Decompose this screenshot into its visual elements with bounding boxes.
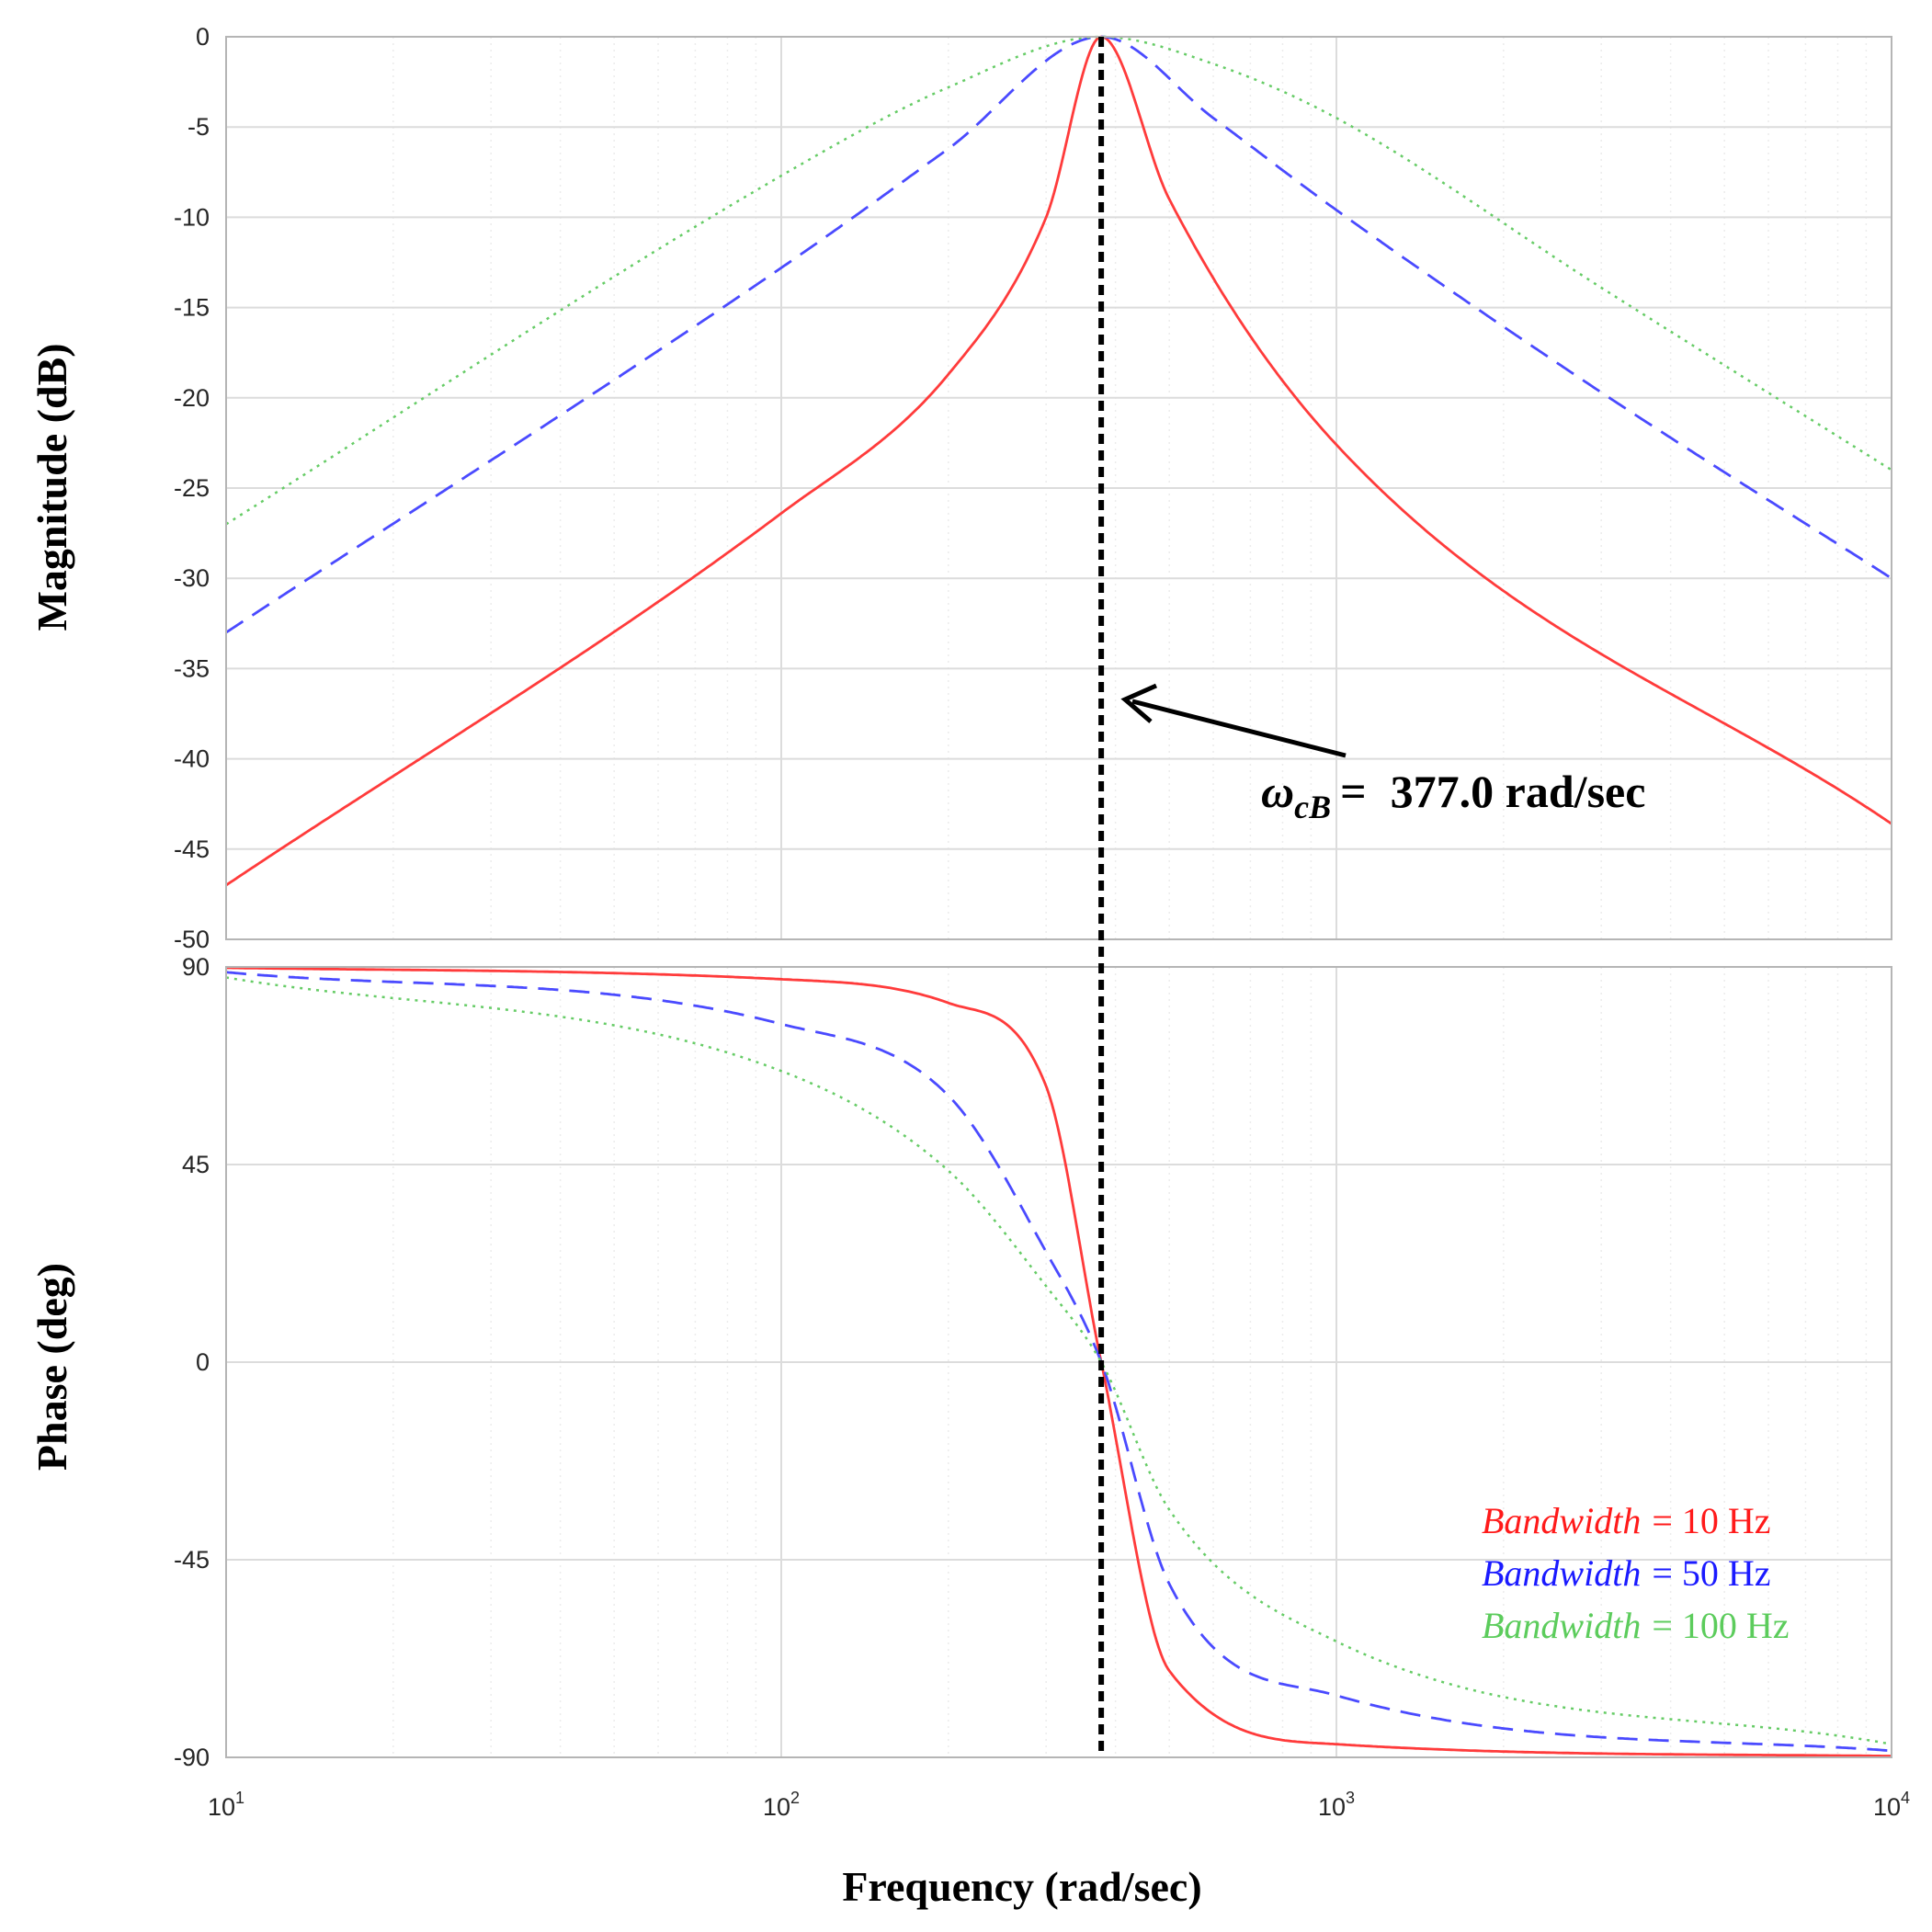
x-axis-label: Frequency (rad/sec) [842,1863,1201,1910]
legend-entry-10hz: Bandwidth = 10 Hz [1482,1500,1771,1541]
annotation-value: 377.0 rad/sec [1391,766,1646,817]
legend-value: = 10 Hz [1652,1500,1770,1541]
x-tick-label: 104 [1873,1789,1910,1821]
phase-y-tick-label: 45 [182,1151,210,1178]
legend-value: = 50 Hz [1652,1552,1770,1594]
phase-panel: 90 45 0 -45 -90 Phase (deg) [28,953,1892,1771]
omega-symbol: ω [1261,766,1294,817]
magnitude-y-tick-label: -30 [174,564,210,592]
magnitude-y-tick-label: -20 [174,384,210,412]
phase-y-tick-label: 0 [196,1348,210,1376]
phase-y-tick-label: 90 [182,953,210,981]
x-tick-base: 10 [208,1793,235,1821]
phase-series-100hz-line [225,976,1892,1745]
magnitude-curves [225,35,1892,887]
magnitude-y-tick-label: -40 [174,745,210,773]
x-tick-label: 103 [1318,1789,1355,1821]
phase-y-tick-label: -90 [174,1744,210,1771]
magnitude-panel: 0 -5 -10 -15 -20 -25 -30 -35 -40 -45 -50 Magnitude… [28,23,1892,953]
legend-entry-50hz: Bandwidth = 50 Hz [1482,1552,1771,1594]
phase-series-50hz-line [225,971,1892,1753]
omega-subscript: cB [1294,789,1331,825]
magnitude-axes-box [225,36,1892,940]
x-tick-label: 101 [208,1789,244,1821]
legend-value: = 100 Hz [1652,1605,1789,1646]
x-tick-exponent: 1 [235,1789,244,1807]
annotation-arrow [1120,683,1347,758]
magnitude-y-tick-label: -5 [188,113,210,141]
magnitude-series-50hz-line [225,35,1892,634]
x-tick-exponent: 4 [1901,1789,1910,1807]
phase-curves [225,966,1892,1757]
phase-y-tick-labels: 90 45 0 -45 -90 [174,953,210,1771]
legend-label: Bandwidth [1482,1605,1641,1646]
magnitude-y-tick-label: -25 [174,474,210,502]
legend-entry-100hz: Bandwidth = 100 Hz [1482,1605,1790,1646]
x-tick-base: 10 [1873,1793,1901,1821]
magnitude-y-tick-label: -50 [174,926,210,953]
magnitude-y-tick-label: -45 [174,835,210,863]
x-tick-base: 10 [763,1793,790,1821]
magnitude-series-10hz-line [225,35,1892,887]
x-tick-label: 102 [763,1789,800,1821]
phase-y-tick-label: -45 [174,1546,210,1574]
magnitude-y-tick-labels: 0 -5 -10 -15 -20 -25 -30 -35 -40 -45 -50 [174,23,210,953]
magnitude-y-tick-label: -15 [174,294,210,322]
magnitude-y-tick-label: 0 [196,23,210,51]
phase-series-10hz-line [226,966,1892,1757]
magnitude-y-tick-label: -35 [174,654,210,682]
x-tick-base: 10 [1318,1793,1346,1821]
legend-label: Bandwidth [1482,1552,1641,1594]
center-frequency-annotation: ωcB = 377.0 rad/sec [1261,766,1645,825]
phase-axes-box [225,966,1892,1758]
x-tick-exponent: 3 [1346,1789,1355,1807]
annotation-equals: = [1340,766,1367,817]
phase-y-axis-label: Phase (deg) [28,1263,75,1471]
legend: Bandwidth = 10 Hz Bandwidth = 50 Hz Bandwi… [1482,1500,1790,1646]
magnitude-y-axis-label: Magnitude (dB) [28,343,75,631]
legend-label: Bandwidth [1482,1500,1641,1541]
x-tick-exponent: 2 [790,1789,800,1807]
magnitude-y-tick-label: -10 [174,203,210,231]
x-tick-labels: 101 102 103 104 [208,1789,1910,1821]
